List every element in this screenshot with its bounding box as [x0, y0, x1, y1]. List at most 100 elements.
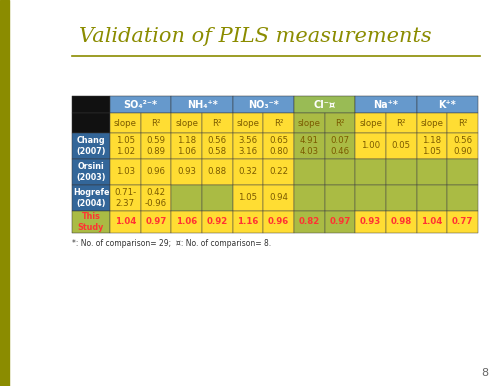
Bar: [264, 133, 294, 159]
Bar: [232, 159, 264, 185]
Bar: [324, 159, 356, 185]
Bar: [72, 113, 110, 133]
Text: slope: slope: [175, 119, 198, 127]
Text: 0.97: 0.97: [146, 217, 167, 227]
Bar: [324, 211, 356, 233]
Bar: [140, 133, 172, 159]
Bar: [232, 133, 264, 159]
Bar: [386, 113, 416, 133]
Text: 0.92: 0.92: [206, 217, 228, 227]
Bar: [110, 96, 172, 113]
Text: R²: R²: [396, 119, 406, 127]
Text: 0.82: 0.82: [298, 217, 320, 227]
Bar: [172, 159, 202, 185]
Text: 1.05
1.02: 1.05 1.02: [116, 136, 135, 156]
Text: 0.65
0.80: 0.65 0.80: [269, 136, 288, 156]
Text: 0.59
0.89: 0.59 0.89: [146, 136, 166, 156]
Bar: [202, 185, 232, 211]
Bar: [294, 113, 324, 133]
Bar: [110, 133, 140, 159]
Bar: [448, 133, 478, 159]
Bar: [416, 133, 448, 159]
Bar: [416, 159, 448, 185]
Bar: [72, 211, 110, 233]
Bar: [324, 185, 356, 211]
Bar: [172, 113, 202, 133]
Text: 0.93: 0.93: [360, 217, 382, 227]
Bar: [72, 96, 110, 113]
Bar: [172, 185, 202, 211]
Bar: [386, 133, 416, 159]
Text: 0.05: 0.05: [392, 142, 411, 151]
Text: 0.94: 0.94: [269, 193, 288, 203]
Text: 1.03: 1.03: [116, 168, 135, 176]
Text: R²: R²: [274, 119, 283, 127]
Bar: [232, 96, 294, 113]
Bar: [0, 0, 9, 386]
Bar: [264, 211, 294, 233]
Text: NO₃⁻*: NO₃⁻*: [248, 100, 278, 110]
Text: Cl⁻¤: Cl⁻¤: [314, 100, 336, 110]
Text: 0.96: 0.96: [268, 217, 289, 227]
Bar: [356, 133, 386, 159]
Bar: [294, 159, 324, 185]
Bar: [264, 113, 294, 133]
Bar: [140, 159, 172, 185]
Text: 1.18
1.05: 1.18 1.05: [422, 136, 442, 156]
Text: 0.32: 0.32: [238, 168, 258, 176]
Bar: [264, 159, 294, 185]
Bar: [264, 185, 294, 211]
Bar: [294, 133, 324, 159]
Text: 0.88: 0.88: [208, 168, 227, 176]
Bar: [140, 113, 172, 133]
Bar: [110, 159, 140, 185]
Text: 3.56
3.16: 3.56 3.16: [238, 136, 258, 156]
Text: 0.56
0.58: 0.56 0.58: [208, 136, 227, 156]
Bar: [110, 211, 140, 233]
Text: R²: R²: [212, 119, 222, 127]
Bar: [416, 185, 448, 211]
Bar: [202, 113, 232, 133]
Bar: [232, 211, 264, 233]
Text: slope: slope: [359, 119, 382, 127]
Bar: [448, 211, 478, 233]
Text: 0.97: 0.97: [330, 217, 350, 227]
Text: slope: slope: [114, 119, 137, 127]
Bar: [202, 133, 232, 159]
Text: 1.00: 1.00: [361, 142, 380, 151]
Bar: [232, 113, 264, 133]
Text: R²: R²: [458, 119, 468, 127]
Text: 1.04: 1.04: [422, 217, 442, 227]
Bar: [386, 159, 416, 185]
Text: 1.18
1.06: 1.18 1.06: [177, 136, 196, 156]
Text: R²: R²: [151, 119, 161, 127]
Text: 8: 8: [481, 368, 488, 378]
Text: 0.96: 0.96: [146, 168, 166, 176]
Text: 4.91
4.03: 4.91 4.03: [300, 136, 319, 156]
Text: slope: slope: [420, 119, 444, 127]
Bar: [202, 159, 232, 185]
Text: 1.16: 1.16: [238, 217, 258, 227]
Text: SO₄²⁻*: SO₄²⁻*: [124, 100, 158, 110]
Text: Validation of PILS measurements: Validation of PILS measurements: [78, 27, 432, 46]
Bar: [294, 96, 356, 113]
Text: Orsini
(2003): Orsini (2003): [76, 162, 106, 182]
Bar: [110, 185, 140, 211]
Bar: [172, 96, 232, 113]
Text: 0.07
0.46: 0.07 0.46: [330, 136, 349, 156]
Bar: [324, 113, 356, 133]
Bar: [416, 96, 478, 113]
Bar: [416, 113, 448, 133]
Bar: [140, 211, 172, 233]
Text: *: No. of comparison= 29;  ¤: No. of comparison= 8.: *: No. of comparison= 29; ¤: No. of comp…: [72, 239, 271, 248]
Text: 0.56
0.90: 0.56 0.90: [453, 136, 472, 156]
Bar: [72, 159, 110, 185]
Bar: [416, 211, 448, 233]
Text: K⁺*: K⁺*: [438, 100, 456, 110]
Text: NH₄⁺*: NH₄⁺*: [186, 100, 218, 110]
Text: 1.05: 1.05: [238, 193, 258, 203]
Bar: [386, 185, 416, 211]
Bar: [356, 113, 386, 133]
Bar: [356, 185, 386, 211]
Bar: [386, 211, 416, 233]
